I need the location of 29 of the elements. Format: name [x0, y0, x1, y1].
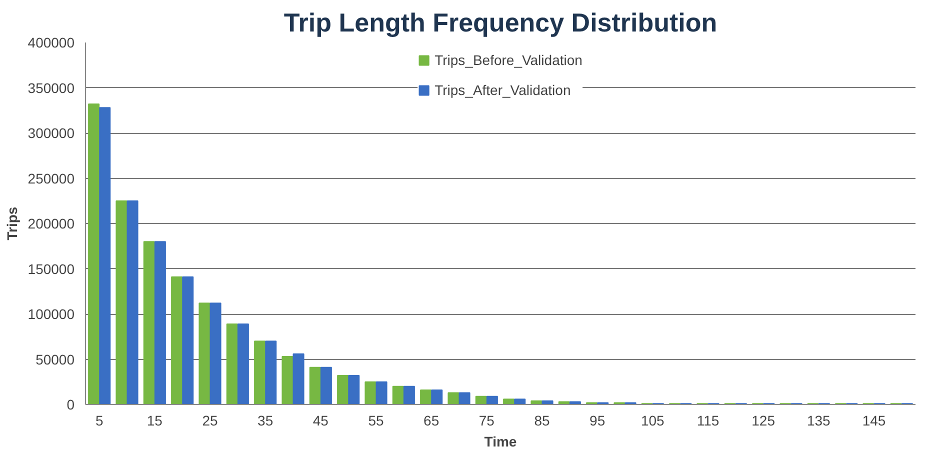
x-tick-label: 95 — [590, 412, 606, 428]
y-tick-label: 350000 — [28, 80, 75, 96]
x-tick-label: 45 — [312, 412, 329, 428]
y-tick-label: 0 — [66, 396, 75, 412]
legend-label: Trips_Before_Validation — [434, 52, 582, 68]
x-tick-label: 85 — [534, 412, 550, 428]
x-tick-label: 55 — [368, 412, 384, 428]
x-tick-label: 15 — [146, 412, 163, 428]
x-tick-label: 105 — [640, 412, 665, 428]
y-tick-label: 300000 — [28, 125, 75, 141]
y-tick-label: 250000 — [28, 170, 75, 186]
x-tick-label: 115 — [696, 412, 720, 428]
y-tick-label: 400000 — [28, 34, 75, 50]
x-tick-label: 5 — [95, 412, 104, 428]
x-tick-label: 25 — [202, 412, 218, 428]
y-tick-label: 50000 — [36, 351, 75, 368]
y-axis-title: Trips — [4, 206, 20, 240]
legend-label: Trips_After_Validation — [434, 82, 571, 98]
x-axis-title: Time — [484, 434, 517, 450]
x-tick-label: 75 — [478, 412, 495, 428]
chart-title: Trip Length Frequency Distribution — [284, 8, 718, 38]
y-tick-label: 100000 — [28, 306, 75, 322]
x-tick-label: 125 — [752, 412, 776, 428]
y-tick-label: 150000 — [28, 260, 75, 277]
x-tick-label: 35 — [258, 412, 274, 428]
x-tick-label: 65 — [424, 412, 440, 428]
y-tick-label: 200000 — [28, 216, 75, 232]
x-tick-label: 135 — [806, 412, 831, 428]
x-tick-label: 145 — [862, 412, 886, 428]
